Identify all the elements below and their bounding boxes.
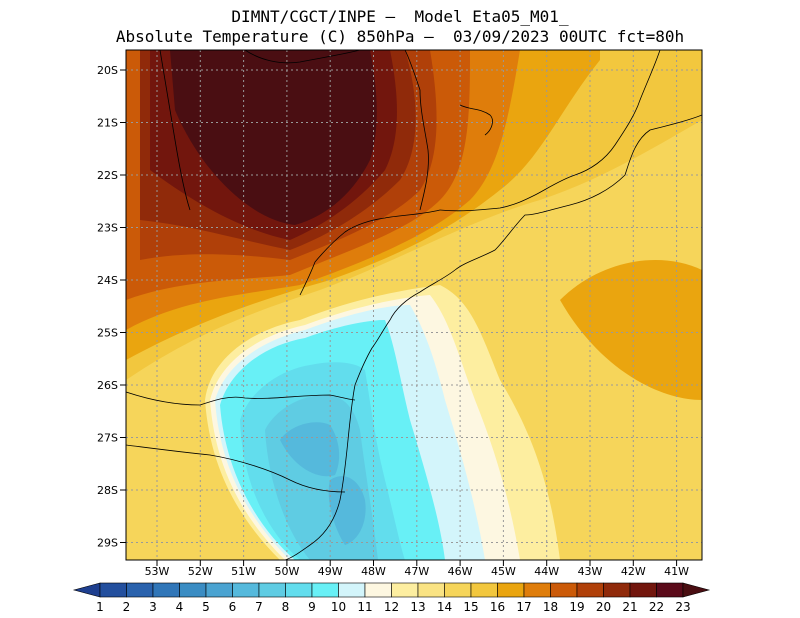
colorbar-swatch xyxy=(232,582,260,598)
border-sc-rs xyxy=(126,444,346,493)
colorbar-swatch xyxy=(497,582,525,598)
border-ms xyxy=(159,50,191,211)
colorbar-swatch xyxy=(99,582,127,598)
colorbar-swatch xyxy=(152,582,180,598)
graticule xyxy=(126,50,702,560)
colorbar-swatch xyxy=(550,582,578,598)
border-es xyxy=(574,50,661,176)
lon-label: 46W xyxy=(448,565,473,578)
colorbar-label: 17 xyxy=(516,600,531,614)
colorbar-swatch xyxy=(258,582,286,598)
colorbar-swatch xyxy=(656,582,684,598)
border-pr-sc xyxy=(126,391,356,406)
colorbar-label: 20 xyxy=(596,600,611,614)
colorbar-label: 7 xyxy=(255,600,263,614)
colorbar-swatch xyxy=(417,582,445,598)
colorbar-label: 5 xyxy=(202,600,210,614)
colorbar-swatch xyxy=(391,582,419,598)
border-sp-north xyxy=(244,50,361,64)
colorbar-label: 4 xyxy=(176,600,184,614)
colorbar-label: 14 xyxy=(437,600,452,614)
colorbar-label: 10 xyxy=(331,600,346,614)
lat-label: 20S xyxy=(97,64,118,77)
lat-label: 23S xyxy=(97,222,118,235)
colorbar-label: 8 xyxy=(282,600,290,614)
lon-label: 53W xyxy=(145,565,170,578)
lon-label: 51W xyxy=(231,565,256,578)
field-23C xyxy=(170,50,377,225)
border-sp-pr xyxy=(299,209,441,296)
latitude-labels: 20S 21S 22S 23S 24S 25S 26S 27S 28S 29S xyxy=(97,64,126,550)
colorbar-swatch xyxy=(285,582,313,598)
lon-label: 47W xyxy=(404,565,429,578)
lat-label: 26S xyxy=(97,379,118,392)
colorbar xyxy=(72,582,711,598)
colorbar-swatch xyxy=(629,582,657,598)
lon-label: 45W xyxy=(491,565,516,578)
lat-label: 27S xyxy=(97,432,118,445)
colorbar-label: 1 xyxy=(96,600,104,614)
temperature-field xyxy=(126,50,702,560)
lat-label: 28S xyxy=(97,484,118,497)
coastline xyxy=(284,114,702,560)
colorbar-label: 18 xyxy=(543,600,558,614)
colorbar-arrow-low xyxy=(72,582,101,598)
lon-label: 48W xyxy=(361,565,386,578)
lon-label: 50W xyxy=(274,565,299,578)
colorbar-label: 12 xyxy=(384,600,399,614)
colorbar-label: 6 xyxy=(229,600,237,614)
colorbar-label: 2 xyxy=(123,600,131,614)
colorbar-swatch xyxy=(470,582,498,598)
longitude-labels: 53W 52W 51W 50W 49W 48W 47W 46W 45W 44W 43W 42W 41W xyxy=(145,560,689,578)
colorbar-labels: 1 2 3 4 5 6 7 8 9 10 11 12 13 14 15 16 17 18 19 20 21 22 23 xyxy=(96,600,690,614)
lat-label: 25S xyxy=(97,327,118,340)
map-frame xyxy=(125,49,703,561)
colorbar-label: 22 xyxy=(649,600,664,614)
border-river xyxy=(459,104,493,136)
colorbar-label: 19 xyxy=(569,600,584,614)
lon-label: 43W xyxy=(578,565,603,578)
lat-label: 21S xyxy=(97,117,118,130)
colorbar-label: 9 xyxy=(308,600,316,614)
colorbar-swatch xyxy=(603,582,631,598)
lon-label: 44W xyxy=(534,565,559,578)
field-7C xyxy=(280,422,340,477)
lon-label: 49W xyxy=(318,565,343,578)
chart-title-line-1: DIMNT/CGCT/INPE – Model Eta05_M01_ xyxy=(231,7,569,26)
lon-label: 41W xyxy=(664,565,689,578)
colorbar-swatch xyxy=(364,582,392,598)
colorbar-swatch xyxy=(338,582,366,598)
colorbar-label: 13 xyxy=(410,600,425,614)
chart-title-line-2: Absolute Temperature (C) 850hPa – 03/09/… xyxy=(115,27,685,46)
lon-label: 42W xyxy=(621,565,646,578)
colorbar-swatch xyxy=(576,582,604,598)
lat-label: 29S xyxy=(97,537,118,550)
field-7C-south xyxy=(328,476,366,545)
lat-label: 24S xyxy=(97,274,118,287)
colorbar-label: 3 xyxy=(149,600,157,614)
lat-label: 22S xyxy=(97,169,118,182)
colorbar-label: 21 xyxy=(622,600,637,614)
colorbar-swatch xyxy=(179,582,207,598)
border-sp-mg xyxy=(404,50,429,211)
colorbar-label: 23 xyxy=(675,600,690,614)
colorbar-label: 15 xyxy=(463,600,478,614)
colorbar-swatch xyxy=(126,582,154,598)
colorbar-label: 16 xyxy=(490,600,505,614)
borders xyxy=(126,50,702,560)
border-rj xyxy=(439,174,576,212)
colorbar-label: 11 xyxy=(357,600,372,614)
field-17C-east xyxy=(560,260,702,400)
colorbar-swatch xyxy=(311,582,339,598)
lon-label: 52W xyxy=(188,565,213,578)
colorbar-arrow-high xyxy=(682,582,711,598)
colorbar-swatch xyxy=(205,582,233,598)
colorbar-swatch xyxy=(523,582,551,598)
colorbar-swatch xyxy=(444,582,472,598)
